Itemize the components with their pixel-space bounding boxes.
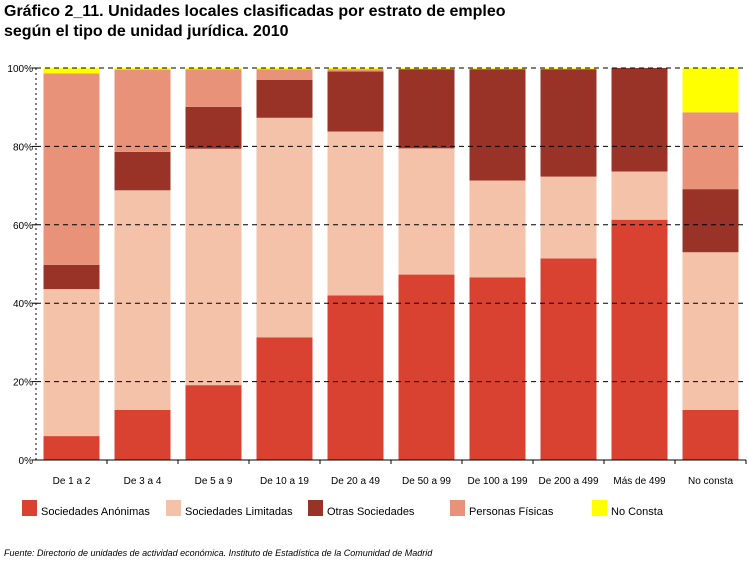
bar-segment	[256, 68, 313, 70]
bar-segment	[185, 106, 242, 149]
legend-swatch	[450, 500, 465, 516]
legend-label: Personas Físicas	[469, 506, 554, 518]
bar-segment	[114, 68, 171, 70]
bar-segment	[43, 289, 100, 437]
bar-segment	[469, 277, 526, 460]
legend-swatch	[308, 500, 323, 516]
bar-segment	[398, 69, 455, 149]
bar-segment	[611, 219, 668, 460]
bar-segment	[256, 337, 313, 460]
y-tick-label: 20%	[13, 378, 33, 389]
x-tick-label: De 3 a 4	[124, 476, 162, 487]
x-tick-label: Más de 499	[613, 476, 666, 487]
legend-label: Otras Sociedades	[327, 506, 415, 518]
bar-segment	[682, 252, 739, 410]
stacked-bar-chart: 0% 20% 40% 60% 80% 100% De 1 a 2 De 3 a 4 De 5 a…	[7, 64, 747, 487]
bar-segment	[114, 409, 171, 460]
bar-segment	[43, 73, 100, 265]
bar-segment	[682, 189, 739, 253]
bar-segment	[327, 69, 384, 72]
chart-legend: Sociedades Anónimas Sociedades Limitadas O…	[0, 496, 748, 526]
y-tick-label: 60%	[13, 221, 33, 232]
source-note: Fuente: Directorio de unidades de activi…	[4, 548, 433, 558]
bar-segment	[185, 69, 242, 107]
bar-segment	[43, 264, 100, 290]
bar-segment	[327, 295, 384, 460]
legend-swatch	[592, 500, 607, 516]
bar-segment	[43, 436, 100, 460]
legend-label: Sociedades Limitadas	[185, 506, 293, 518]
bar-segment	[682, 68, 739, 113]
legend-swatch	[22, 500, 37, 516]
x-tick-label: De 1 a 2	[53, 476, 91, 487]
bar-segment	[611, 171, 668, 220]
x-tick-label: No consta	[688, 476, 733, 487]
y-tick-label: 100%	[7, 64, 33, 75]
bar-segment	[398, 148, 455, 275]
bar-segment	[682, 112, 739, 190]
bar-segment	[327, 131, 384, 296]
bar-segment	[256, 79, 313, 118]
bar-segment	[114, 69, 171, 152]
bar-segment	[540, 176, 597, 259]
bar-segment	[185, 148, 242, 386]
bar-segment	[398, 274, 455, 460]
x-tick-label: De 200 a 499	[538, 476, 598, 487]
bar-segment	[43, 68, 100, 74]
bar-segment	[327, 68, 384, 70]
legend-label: No Consta	[611, 506, 663, 518]
bar-segment	[540, 69, 597, 177]
bar-segment	[114, 190, 171, 410]
bar-segment	[185, 385, 242, 460]
bar-segment	[256, 117, 313, 338]
y-tick-label: 80%	[13, 142, 33, 153]
chart-title: Gráfico 2_11. Unidades locales clasifica…	[4, 2, 744, 42]
legend-swatch	[166, 500, 181, 516]
bar-segment	[682, 409, 739, 460]
x-tick-label: De 50 a 99	[402, 476, 451, 487]
bar-segment	[611, 68, 668, 172]
chart-title-line-2: según el tipo de unidad jurídica. 2010	[4, 23, 289, 40]
bar-segment	[114, 151, 171, 191]
x-tick-label: De 5 a 9	[195, 476, 233, 487]
bar-segment	[256, 69, 313, 80]
x-tick-label: De 10 a 19	[260, 476, 309, 487]
y-tick-label: 40%	[13, 299, 33, 310]
x-tick-label: De 100 a 199	[467, 476, 527, 487]
chart-title-line-1: Gráfico 2_11. Unidades locales clasifica…	[4, 3, 506, 20]
x-tick-label: De 20 a 49	[331, 476, 380, 487]
y-tick-label: 0%	[19, 456, 34, 467]
bar-segment	[469, 180, 526, 278]
legend-label: Sociedades Anónimas	[41, 506, 150, 518]
bar-segment	[185, 68, 242, 70]
bar-segment	[540, 258, 597, 460]
bar-segment	[469, 69, 526, 181]
bar-segment	[327, 71, 384, 132]
